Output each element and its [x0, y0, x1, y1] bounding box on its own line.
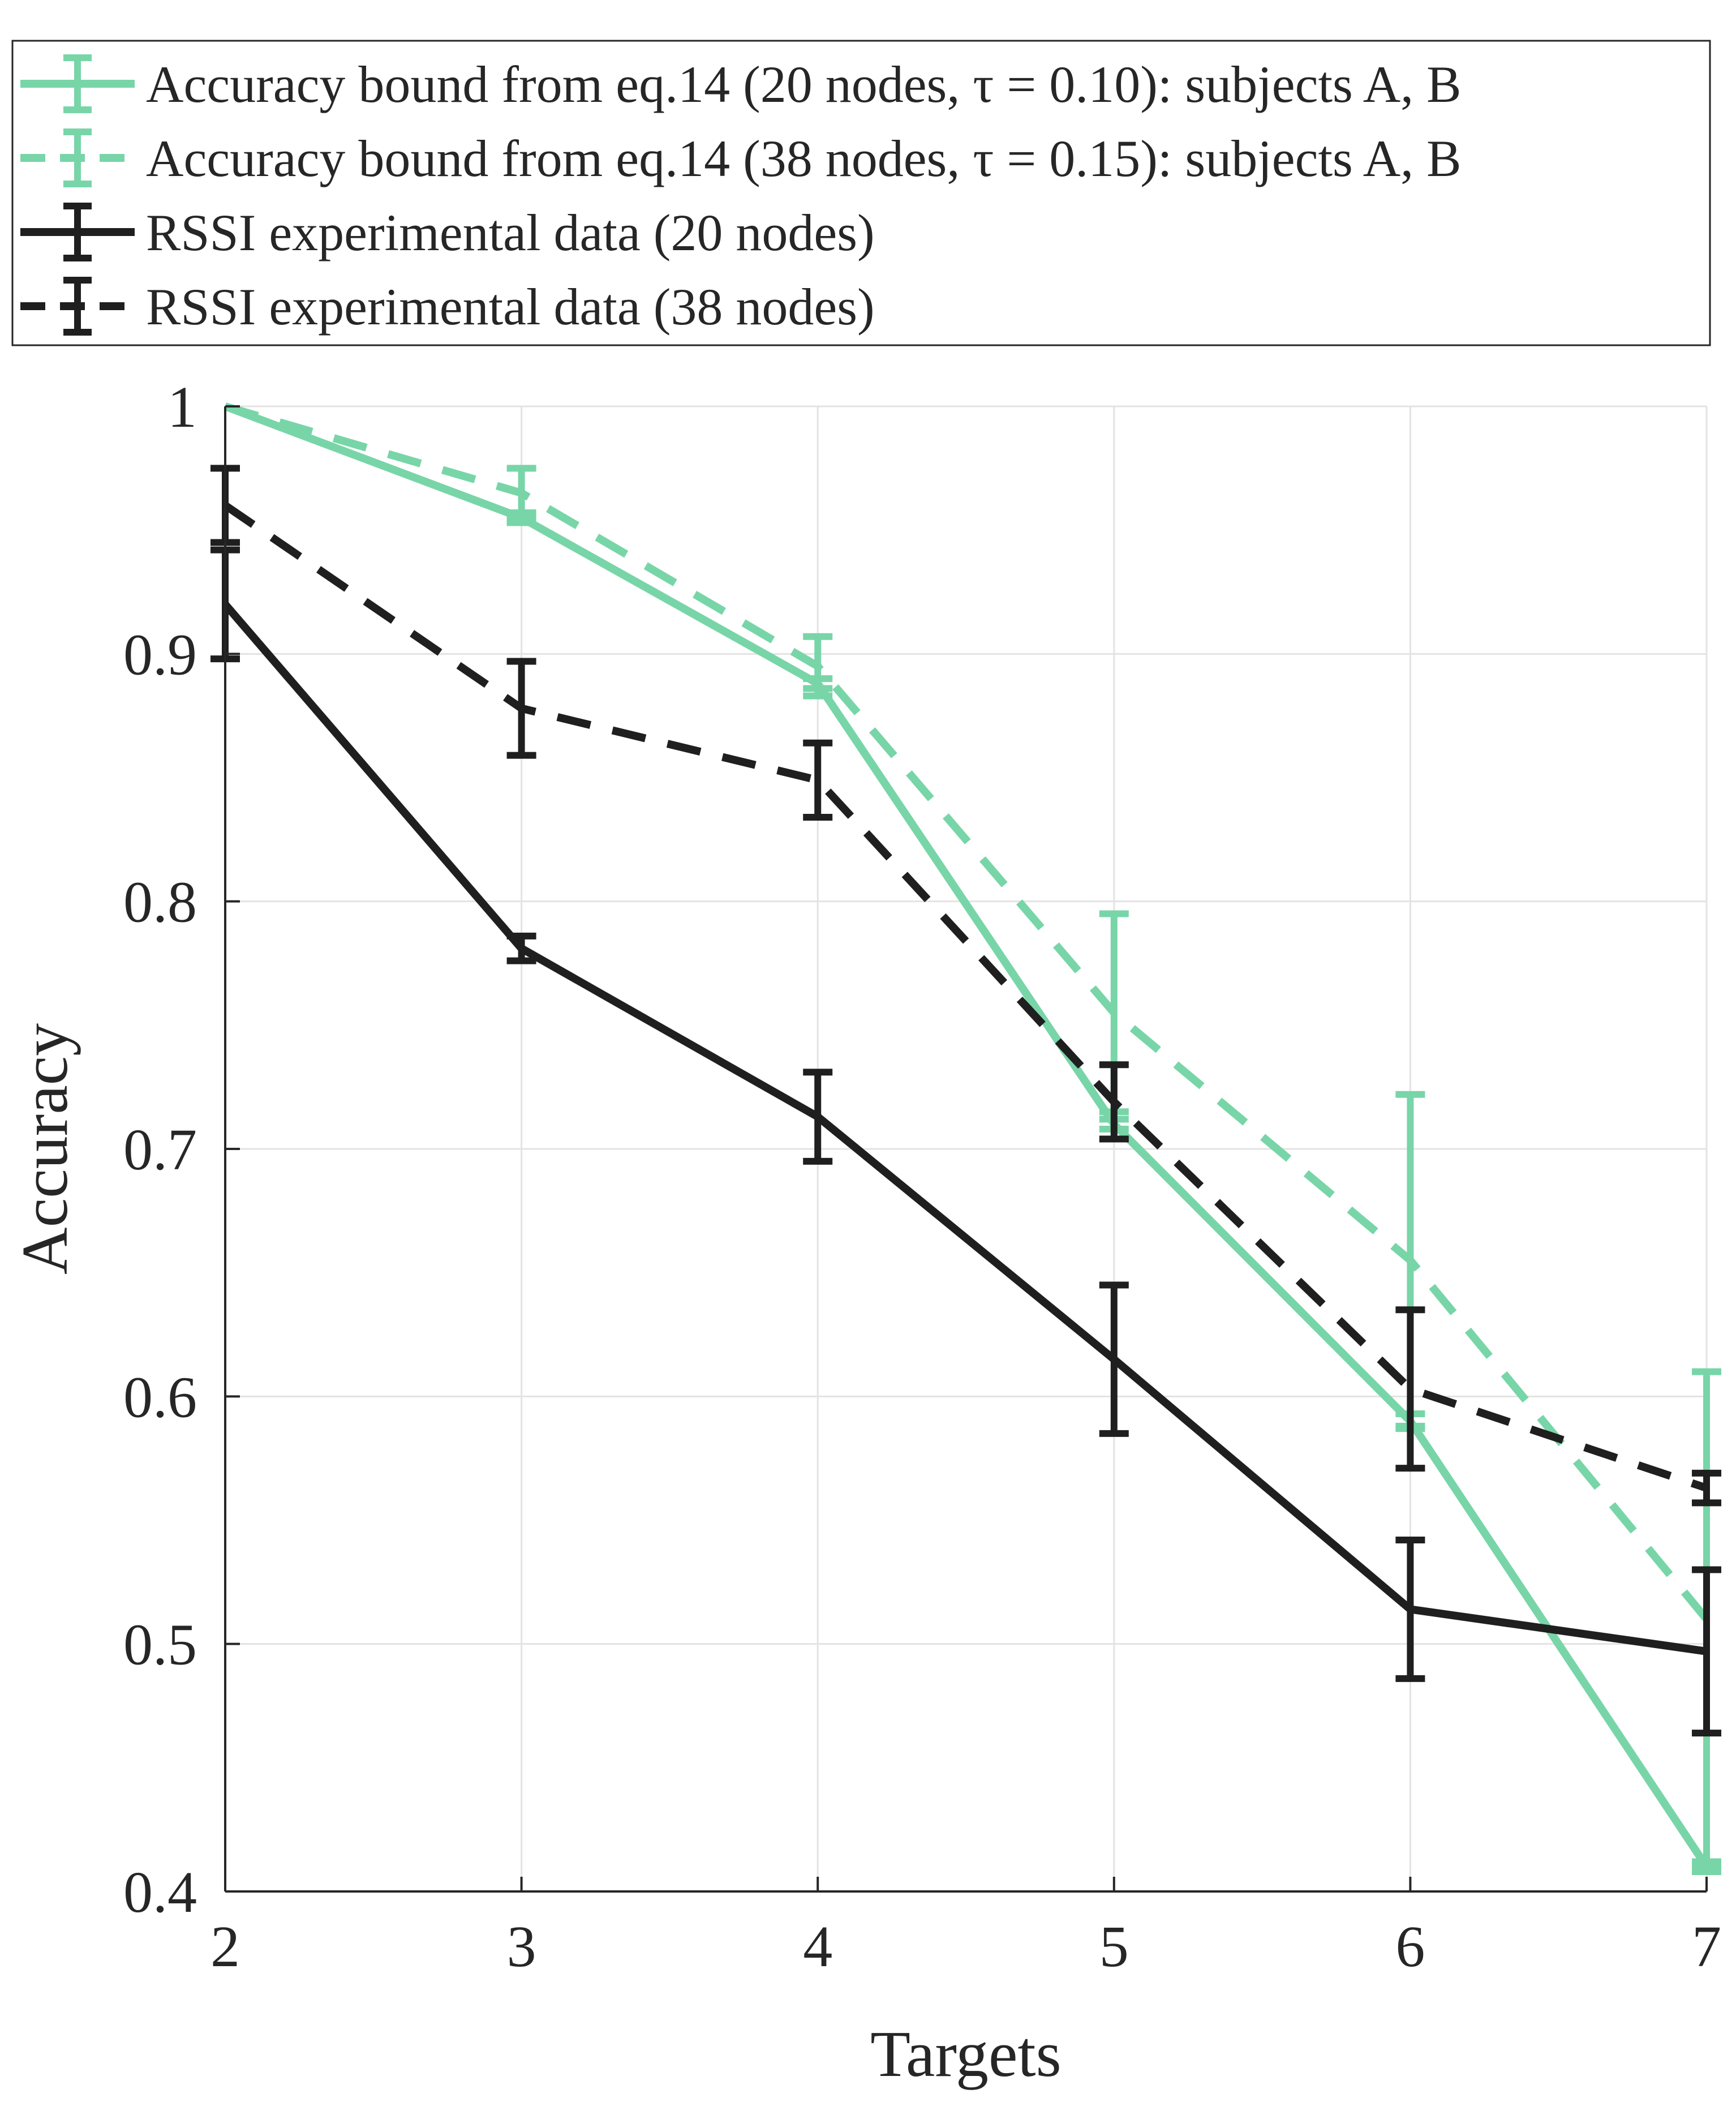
- legend-label: Accuracy bound from eq.14 (20 nodes, τ =…: [146, 55, 1462, 113]
- y-tick-label: 0.7: [123, 1117, 197, 1182]
- series-4-error-bar: [506, 658, 536, 759]
- legend-label: RSSI experimental data (38 nodes): [146, 278, 875, 336]
- x-tick-label: 5: [1099, 1914, 1129, 1979]
- legend-entry-3: RSSI experimental data (20 nodes): [20, 203, 875, 261]
- y-tick-label: 0.4: [123, 1860, 197, 1925]
- y-tick-label: 0.6: [123, 1365, 197, 1430]
- series-3-error-bar: [803, 1069, 833, 1165]
- y-tick-label: 1: [167, 375, 197, 440]
- legend-entry-2: Accuracy bound from eq.14 (38 nodes, τ =…: [20, 128, 1462, 187]
- series-4-error-bar: [1692, 1469, 1721, 1507]
- x-tick-label: 2: [210, 1914, 240, 1979]
- y-axis-title: Accuracy: [9, 1023, 81, 1275]
- legend-entry-4: RSSI experimental data (38 nodes): [20, 277, 875, 336]
- legend-box: [11, 40, 1711, 346]
- y-tick-label: 0.9: [123, 622, 197, 687]
- series-3-error-bar: [1692, 1566, 1721, 1737]
- series-3: [210, 546, 1721, 1737]
- x-tick-label: 7: [1692, 1914, 1721, 1979]
- x-tick-label: 4: [803, 1914, 832, 1979]
- legend: Accuracy bound from eq.14 (20 nodes, τ =…: [11, 40, 1711, 346]
- series-3-line: [222, 602, 1707, 1655]
- series-4-line: [223, 502, 1708, 1492]
- series-2-line: [224, 402, 1710, 1622]
- y-tick-label: 0.8: [123, 870, 197, 935]
- y-tick-label: 0.5: [123, 1612, 197, 1678]
- series-2-error-bar: [803, 633, 833, 700]
- x-axis-title: Targets: [870, 2018, 1062, 2091]
- series-3-error-bar: [1395, 1536, 1425, 1682]
- legend-entry-1: Accuracy bound from eq.14 (20 nodes, τ =…: [20, 54, 1462, 113]
- x-tick-label: 3: [507, 1914, 536, 1979]
- series-3-error-bar: [1099, 1281, 1129, 1437]
- series-1-line: [224, 402, 1710, 1869]
- series-layer: [210, 402, 1721, 1876]
- legend-label: RSSI experimental data (20 nodes): [146, 204, 875, 261]
- series-4-error-bar: [803, 739, 833, 821]
- series-2-error-bar: [506, 465, 536, 521]
- series-4-error-bar: [1395, 1306, 1425, 1472]
- series-3-error-bar: [506, 932, 536, 964]
- x-tick-label: 6: [1395, 1914, 1425, 1979]
- legend-label: Accuracy bound from eq.14 (38 nodes, τ =…: [146, 130, 1462, 187]
- ticks: 2 3 4 5 6 7 0.4 0.5 0.6 0.7 0.8 0.9 1: [123, 375, 1721, 1979]
- series-4-error-bar: [1099, 1061, 1129, 1143]
